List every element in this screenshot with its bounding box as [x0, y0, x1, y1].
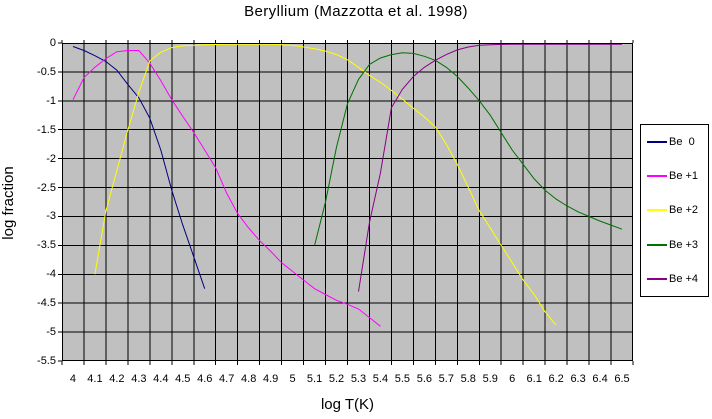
x-tick-label: 4	[69, 373, 77, 385]
series-line-be-1	[72, 50, 381, 327]
x-tick-label: 5.6	[416, 373, 432, 385]
legend-entry-be-2: Be +2	[647, 204, 708, 216]
series-line-be-0	[72, 46, 206, 289]
x-tick-label: 4.6	[197, 373, 213, 385]
y-tick-label: -0.5	[37, 65, 56, 78]
x-tick-label: 4.1	[87, 373, 103, 385]
x-tick-label: 6.3	[570, 373, 586, 385]
x-tick-label: 5.5	[394, 373, 411, 385]
legend-line-swatch	[647, 141, 667, 144]
x-tick-label: 4.3	[131, 373, 147, 385]
x-tick-label: 5.4	[372, 373, 389, 385]
gridlines	[62, 43, 633, 361]
y-tick-label: -4.5	[37, 297, 56, 310]
y-tick-label: -2.5	[37, 181, 56, 194]
x-tick-label: 4.4	[153, 373, 169, 385]
x-tick-label: 6.4	[592, 373, 608, 385]
axis-ticks	[58, 40, 634, 365]
x-axis-title: log T(K)	[320, 396, 375, 413]
x-tick-label: 4.9	[262, 373, 279, 385]
x-tick-label: 5.3	[350, 373, 367, 385]
x-tick-label: 4.2	[109, 373, 125, 385]
y-tick-label: -3.5	[37, 239, 56, 252]
y-tick-label: -1.5	[37, 123, 56, 136]
legend-entry-be-3: Be +3	[647, 239, 708, 251]
legend-entry-be-1: Be +1	[647, 170, 708, 182]
x-tick-label: 4.8	[241, 373, 257, 385]
legend-line-swatch	[647, 209, 667, 212]
y-tick-label: -4	[46, 268, 56, 281]
legend-line-swatch	[647, 243, 667, 246]
y-tick-label: -5.5	[37, 355, 56, 367]
plot-area	[58, 40, 634, 365]
y-tick-label: -5	[46, 326, 56, 339]
plot-border	[62, 43, 633, 361]
x-tick-label: 4.5	[175, 373, 191, 385]
x-tick-label: 6.2	[548, 373, 564, 385]
legend-label: Be +3	[669, 238, 699, 251]
series-line-be-4	[358, 43, 622, 292]
x-tick-label: 5	[289, 373, 296, 385]
y-tick-label: 0	[49, 37, 56, 49]
y-tick-label: -3	[46, 210, 56, 223]
legend-label: Be +1	[669, 170, 699, 183]
y-tick-label: -1	[46, 94, 56, 107]
y-tick-label: -2	[46, 152, 56, 165]
x-tick-label: 5.9	[482, 373, 498, 385]
x-tick-label: 4.7	[219, 373, 235, 385]
legend: Be 0 Be +1 Be +2 Be +3 Be +4	[640, 124, 709, 297]
legend-entry-be-0: Be 0	[647, 136, 708, 148]
x-tick-label: 6	[509, 373, 516, 385]
chart-title: Beryllium (Mazzotta et al. 1998)	[244, 3, 468, 20]
x-tick-label: 6.5	[614, 373, 630, 385]
x-tick-label: 5.2	[328, 373, 345, 385]
x-tick-label: 5.7	[438, 373, 454, 385]
x-tick-label: 5.8	[460, 373, 476, 385]
legend-label: Be 0	[669, 136, 695, 149]
legend-label: Be +2	[669, 204, 699, 217]
series-line-be-3	[314, 52, 623, 246]
legend-label: Be +4	[669, 272, 699, 285]
series-line-be-2	[94, 43, 557, 326]
x-tick-label: 6.1	[526, 373, 542, 385]
legend-line-swatch	[647, 175, 667, 178]
legend-entry-be-4: Be +4	[647, 273, 708, 285]
x-tick-label: 5.1	[306, 373, 323, 385]
legend-line-swatch	[647, 277, 667, 280]
